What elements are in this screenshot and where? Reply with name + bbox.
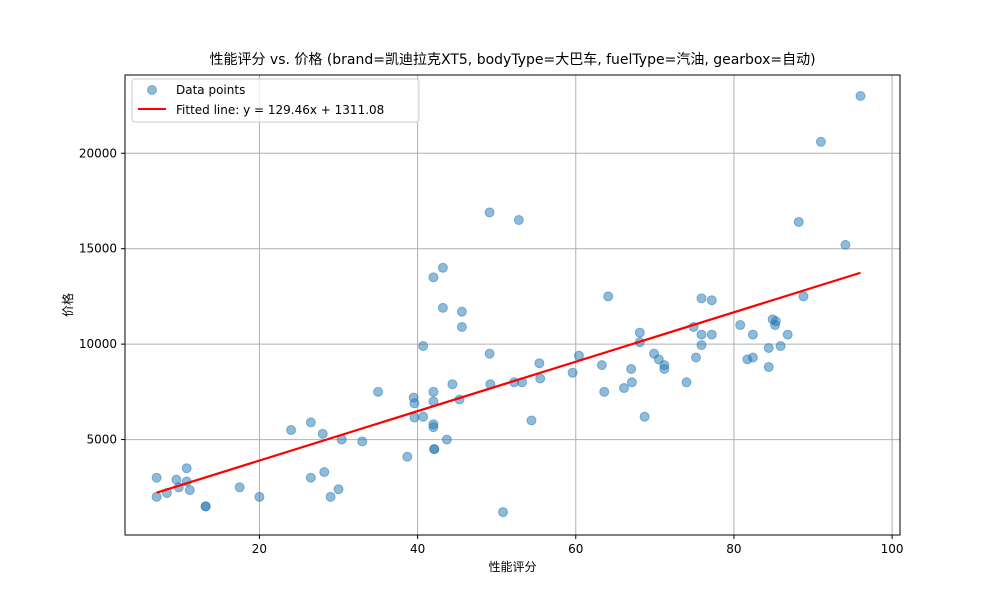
scatter-point — [706, 295, 717, 306]
scatter-point — [619, 383, 630, 394]
scatter-point — [770, 316, 781, 327]
scatter-point — [418, 341, 429, 352]
scatter-point — [735, 320, 746, 331]
scatter-point — [513, 215, 524, 226]
scatter-point — [634, 327, 645, 338]
scatter-point — [305, 417, 316, 428]
plot-area-frame — [124, 74, 901, 536]
scatter-point — [456, 321, 467, 332]
scatter-point — [429, 444, 440, 455]
scatter-point — [567, 367, 578, 378]
y-tick-label: 5000 — [86, 433, 117, 447]
y-axis-label: 价格 — [60, 293, 75, 317]
scatter-point — [447, 379, 458, 390]
x-tick-label: 80 — [726, 542, 741, 556]
fitted-line — [156, 271, 861, 494]
scatter-point — [254, 491, 265, 502]
scatter-point — [534, 358, 545, 369]
scatter-point — [286, 425, 297, 436]
scatter-point — [763, 362, 774, 373]
scatter-point — [526, 415, 537, 426]
y-tick-label: 15000 — [79, 242, 117, 256]
x-tick-label: 60 — [568, 542, 583, 556]
scatter-point — [535, 373, 546, 384]
scatter-point — [428, 272, 439, 283]
legend-box — [131, 78, 420, 123]
scatter-point — [484, 207, 495, 218]
scatter-point — [151, 472, 162, 483]
x-tick-label: 100 — [881, 542, 904, 556]
scatter-point — [181, 463, 192, 474]
legend-label-data-points: Data points — [176, 83, 245, 97]
scatter-point — [793, 216, 804, 227]
legend: Data points Fitted line: y = 129.46x + 1… — [131, 78, 420, 123]
scatter-point — [815, 136, 826, 147]
axis-ticks: 20 40 60 80 100 5000 10000 15000 20000 — [79, 146, 904, 556]
scatter-point — [855, 90, 866, 101]
scatter-point — [357, 436, 368, 447]
scatter-point — [200, 501, 211, 512]
scatter-point — [456, 306, 467, 317]
scatter-point — [184, 485, 195, 496]
scatter-point — [696, 293, 707, 304]
scatter-point — [603, 291, 614, 302]
scatter-point — [418, 411, 429, 422]
x-axis-label: 性能评分 — [488, 560, 536, 574]
data-points — [151, 90, 866, 518]
scatter-point — [782, 329, 793, 340]
scatter-point — [763, 342, 774, 353]
legend-label-fitted-line: Fitted line: y = 129.46x + 1311.08 — [176, 103, 384, 117]
scatter-point — [409, 398, 420, 409]
scatter-point — [775, 341, 786, 352]
scatter-point — [437, 262, 448, 273]
scatter-point — [659, 363, 670, 374]
scatter-point — [441, 434, 452, 445]
scatter-point — [681, 377, 692, 388]
scatter-point — [626, 377, 637, 388]
scatter-point — [428, 422, 439, 433]
scatter-point — [599, 386, 610, 397]
y-tick-label: 10000 — [79, 337, 117, 351]
scatter-point — [706, 329, 717, 340]
scatter-point — [639, 411, 650, 422]
legend-marker-data-points — [147, 85, 157, 95]
scatter-point — [498, 507, 509, 518]
chart-title: 性能评分 vs. 价格 (brand=凯迪拉克XT5, bodyType=大巴车… — [209, 51, 815, 68]
scatter-point — [747, 352, 758, 363]
x-tick-label: 20 — [252, 542, 267, 556]
scatter-point — [325, 491, 336, 502]
fitted-line-group — [156, 271, 861, 494]
scatter-point — [151, 491, 162, 502]
scatter-point — [747, 329, 758, 340]
x-tick-label: 40 — [410, 542, 425, 556]
y-tick-label: 20000 — [79, 146, 117, 160]
scatter-point — [402, 451, 413, 462]
scatter-point — [428, 386, 439, 397]
scatter-point — [305, 472, 316, 483]
scatter-point — [596, 360, 607, 371]
scatter-point — [409, 412, 420, 423]
scatter-point — [626, 363, 637, 374]
scatter-point — [798, 291, 809, 302]
scatter-point — [373, 386, 384, 397]
scatter-point — [484, 348, 495, 359]
scatter-point — [690, 352, 701, 363]
scatter-point — [696, 340, 707, 351]
scatter-point — [319, 467, 330, 478]
scatter-point — [234, 482, 245, 493]
scatter-point — [840, 239, 851, 250]
scatter-point — [696, 329, 707, 340]
scatter-point — [333, 484, 344, 495]
scatter-point — [317, 428, 328, 439]
scatter-point — [437, 302, 448, 313]
